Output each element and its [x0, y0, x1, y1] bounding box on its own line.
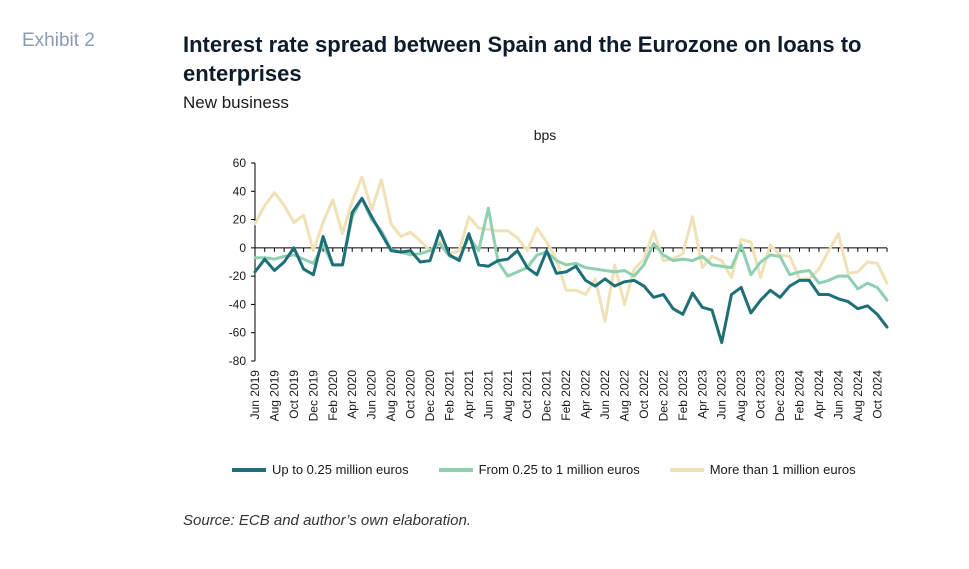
x-tick-label: Apr 2022	[579, 370, 593, 419]
y-tick-label: 60	[233, 156, 247, 170]
x-tick-label: Dec 2023	[773, 370, 787, 422]
y-tick-label: -80	[229, 354, 247, 368]
chart-title: Interest rate spread between Spain and t…	[183, 32, 862, 86]
series-line-3	[253, 175, 889, 323]
chart-legend: Up to 0.25 million euros From 0.25 to 1 m…	[232, 462, 886, 477]
legend-swatch	[232, 467, 266, 472]
x-tick-label: Feb 2021	[442, 370, 456, 421]
x-tick-label: Oct 2020	[404, 370, 418, 419]
x-tick-label: Apr 2024	[812, 370, 826, 419]
y-tick-label: -20	[229, 269, 247, 283]
x-tick-label: Dec 2019	[306, 370, 320, 422]
x-tick-label: Jun 2021	[481, 370, 495, 420]
x-tick-label: Feb 2023	[676, 370, 690, 421]
x-tick-label: Oct 2023	[754, 370, 768, 419]
x-tick-label: Aug 2020	[384, 370, 398, 422]
x-tick-label: Aug 2022	[617, 370, 631, 422]
legend-swatch	[438, 467, 473, 472]
legend-swatch	[669, 467, 704, 472]
x-tick-label: Jun 2024	[831, 370, 845, 420]
y-tick-label: 40	[233, 184, 247, 198]
x-tick-label: Aug 2021	[501, 370, 515, 422]
x-tick-label: Oct 2019	[287, 370, 301, 419]
legend-item-1: Up to 0.25 million euros	[232, 462, 409, 477]
legend-item-3: More than 1 million euros	[669, 462, 856, 477]
x-tick-label: Dec 2022	[656, 370, 670, 422]
legend-label: More than 1 million euros	[709, 462, 856, 477]
x-tick-label: Apr 2021	[462, 370, 476, 419]
x-tick-label: Dec 2021	[540, 370, 554, 422]
x-tick-label: Apr 2023	[695, 370, 709, 419]
x-tick-label: Feb 2020	[326, 370, 340, 421]
legend-label: Up to 0.25 million euros	[272, 462, 409, 477]
legend-label: From 0.25 to 1 million euros	[478, 462, 640, 477]
x-tick-label: Jun 2020	[365, 370, 379, 420]
y-tick-label: 20	[233, 213, 247, 227]
legend-item-2: From 0.25 to 1 million euros	[438, 462, 640, 477]
x-tick-label: Jun 2022	[598, 370, 612, 420]
x-tick-label: Apr 2020	[345, 370, 359, 419]
x-tick-label: Oct 2021	[520, 370, 534, 419]
x-tick-label: Jun 2023	[715, 370, 729, 420]
x-tick-label: Aug 2024	[851, 370, 865, 422]
y-tick-label: -40	[229, 297, 247, 311]
x-tick-label: Jun 2019	[248, 370, 262, 420]
series-line-1	[253, 196, 889, 345]
x-tick-label: Dec 2020	[423, 370, 437, 422]
x-tick-label: Feb 2024	[792, 370, 806, 421]
x-tick-label: Oct 2022	[637, 370, 651, 419]
x-tick-label: Feb 2022	[559, 370, 573, 421]
y-axis-label: bps	[534, 127, 557, 143]
x-tick-label: Aug 2023	[734, 370, 748, 422]
x-tick-label: Oct 2024	[870, 370, 884, 419]
chart-subtitle: New business	[183, 93, 289, 112]
x-tick-label: Aug 2019	[267, 370, 281, 422]
source-note: Source: ECB and author’s own elaboration…	[183, 512, 471, 529]
y-tick-label: -60	[229, 326, 247, 340]
exhibit-label: Exhibit 2	[22, 30, 95, 51]
y-tick-label: 0	[239, 241, 246, 255]
